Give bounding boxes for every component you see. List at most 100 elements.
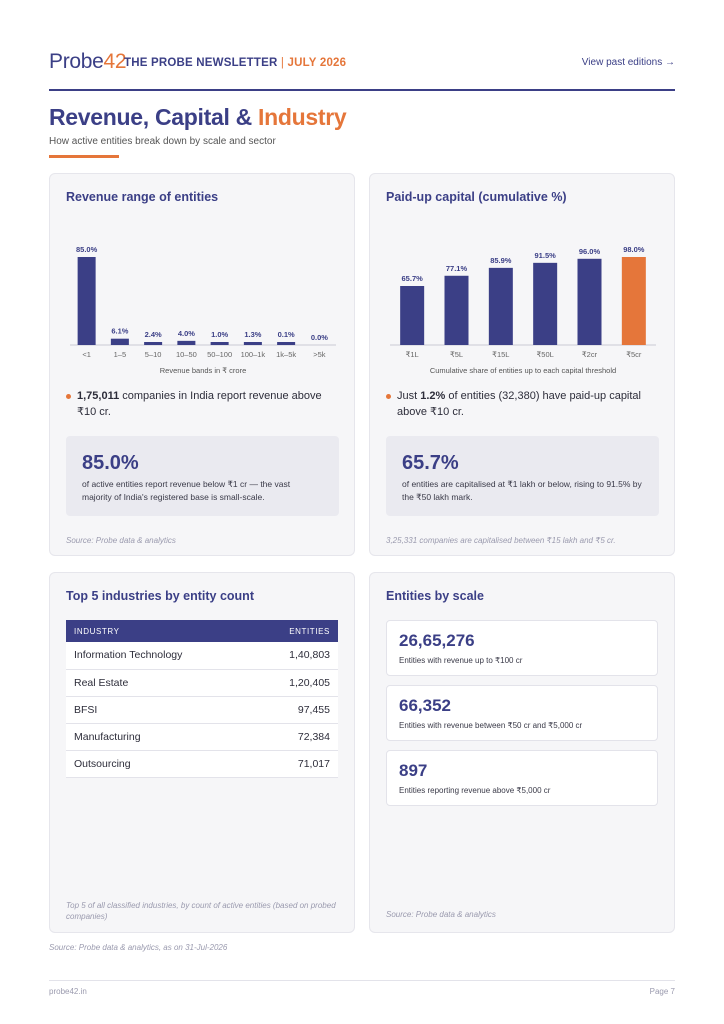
data-label: 85.9% — [490, 256, 512, 265]
bar — [77, 257, 96, 345]
data-label: 2.4% — [145, 330, 162, 339]
x-axis-label: Revenue bands in ₹ crore — [160, 366, 247, 374]
entity-count: 72,384 — [252, 723, 338, 751]
card-title: Revenue range of entities — [66, 190, 219, 204]
card-source: 3,25,331 companies are capitalised betwe… — [386, 536, 616, 545]
paid-up-capital-card: Paid-up capital (cumulative %) 65.7% ₹1L 7… — [369, 173, 675, 556]
entity-count: 71,017 — [252, 750, 338, 778]
card-source: Source: Probe data & analytics — [386, 910, 496, 919]
data-label: 96.0% — [579, 247, 601, 256]
data-label: 85.0% — [76, 245, 98, 254]
bar — [621, 257, 646, 345]
column-header-industry[interactable]: INDUSTRY — [66, 620, 253, 642]
tick-label: ₹1L — [406, 350, 419, 359]
stat-description: of entities are capitalised at ₹1 lakh o… — [402, 479, 642, 502]
scale-label: Entities with revenue between ₹50 cr and… — [399, 721, 583, 730]
footer-source: Source: Probe data & analytics, as on 31… — [49, 943, 228, 952]
scale-value: 26,65,276 — [399, 631, 475, 650]
scale-stat-box: 66,352 Entities with revenue between ₹50… — [386, 685, 658, 741]
paid-up-capital-chart: 65.7% ₹1L 77.1% ₹5L 85.9% ₹15L 91.5% ₹50L 96.0% ₹… — [390, 245, 656, 375]
bullet-dot-icon — [66, 394, 71, 399]
entity-count: 1,40,803 — [252, 642, 338, 670]
footer-divider — [49, 980, 675, 981]
view-past-editions-link[interactable]: View past editions → — [581, 57, 675, 68]
newsletter-header: Probe42 THE PROBE NEWSLETTER | JULY 2026… — [49, 50, 675, 90]
scale-stat-box: 26,65,276 Entities with revenue up to ₹1… — [386, 620, 658, 676]
top-industries-card: Top 5 industries by entity count INDUSTR… — [49, 572, 355, 933]
bar — [210, 342, 229, 345]
data-label: 4.0% — [178, 329, 195, 338]
revenue-bullet: 1,75,011 companies in India report reven… — [66, 388, 342, 420]
capital-bullet: Just 1.2% of entities (32,380) have paid… — [386, 388, 656, 420]
tick-label: ₹5cr — [626, 350, 642, 359]
tick-label: ₹5L — [450, 350, 463, 359]
tick-label: 50–100 — [207, 350, 232, 359]
tick-label: 100–1k — [241, 350, 266, 359]
stat-value: 65.7% — [402, 452, 459, 474]
bar — [533, 262, 558, 345]
table-row: BFSI 97,455 — [66, 696, 338, 724]
bar — [400, 286, 425, 345]
scale-stat-box: 897 Entities reporting revenue above ₹5,… — [386, 750, 658, 806]
bar — [243, 342, 262, 345]
data-label: 77.1% — [446, 264, 468, 273]
data-label: 1.0% — [211, 330, 228, 339]
bar — [177, 340, 196, 345]
entity-count: 97,455 — [252, 696, 338, 724]
entity-count: 1,20,405 — [252, 669, 338, 697]
scale-value: 66,352 — [399, 696, 451, 715]
stat-description: of active entities report revenue below … — [82, 479, 291, 502]
table-header-row: INDUSTRY ENTITIES — [66, 620, 338, 642]
bar — [444, 275, 469, 345]
industry-name: Manufacturing — [66, 723, 253, 751]
stat-value: 85.0% — [82, 452, 139, 474]
data-label: 0.1% — [278, 330, 295, 339]
column-header-entities[interactable]: ENTITIES — [252, 620, 338, 642]
scale-label: Entities reporting revenue above ₹5,000 … — [399, 786, 551, 795]
bar — [110, 338, 129, 345]
tick-label: >5k — [313, 350, 326, 359]
probe42-logo[interactable]: Probe42 — [49, 50, 127, 73]
revenue-range-chart: 85.0% <1 6.1% 1–5 2.4% 5–10 4.0% 10–50 1.0% 50–10… — [70, 245, 336, 374]
card-source: Top 5 of all classified industries, by c… — [66, 901, 336, 921]
data-label: 65.7% — [402, 274, 424, 283]
industry-name: Outsourcing — [66, 750, 253, 778]
revenue-stat-box: 85.0% of active entities report revenue … — [66, 436, 339, 516]
page-subtitle: How active entities break down by scale … — [49, 136, 276, 147]
footer-site[interactable]: probe42.in — [49, 987, 87, 996]
bar — [144, 342, 163, 345]
data-label: 0.0% — [311, 333, 328, 342]
data-label: 6.1% — [111, 327, 128, 336]
bar — [488, 267, 513, 345]
card-title: Top 5 industries by entity count — [66, 589, 254, 603]
x-axis-label: Cumulative share of entities up to each … — [430, 366, 616, 375]
tick-label: ₹15L — [492, 350, 509, 359]
tick-label: 1k–5k — [276, 350, 296, 359]
page-title: Revenue, Capital & Industry — [49, 104, 347, 130]
title-accent-rule — [49, 155, 119, 158]
tick-label: <1 — [82, 350, 91, 359]
newsletter-month: JULY 2026 — [287, 57, 347, 69]
bar — [577, 258, 602, 345]
newsletter-name: THE PROBE NEWSLETTER — [124, 57, 278, 69]
newsletter-title: THE PROBE NEWSLETTER | JULY 2026 — [124, 57, 346, 69]
bullet-dot-icon — [386, 394, 391, 399]
tick-label: ₹50L — [537, 350, 554, 359]
table-row: Outsourcing 71,017 — [66, 750, 338, 778]
card-source: Source: Probe data & analytics — [66, 536, 176, 545]
table-row: Information Technology 1,40,803 — [66, 642, 338, 670]
card-title: Entities by scale — [386, 589, 484, 603]
capital-stat-box: 65.7% of entities are capitalised at ₹1 … — [386, 436, 659, 516]
industries-table: INDUSTRY ENTITIES Information Technology… — [66, 620, 338, 778]
revenue-range-card: Revenue range of entities 85.0% <1 6.1% 1–5… — [49, 173, 355, 556]
header-divider — [49, 89, 675, 91]
bar — [277, 342, 296, 345]
scale-label: Entities with revenue up to ₹100 cr — [399, 656, 523, 665]
data-label: 1.3% — [244, 330, 261, 339]
table-row: Real Estate 1,20,405 — [66, 669, 338, 697]
page-number: Page 7 — [649, 987, 675, 996]
industry-name: Information Technology — [66, 642, 253, 670]
tick-label: 1–5 — [114, 350, 127, 359]
tick-label: 5–10 — [145, 350, 162, 359]
card-title: Paid-up capital (cumulative %) — [386, 190, 567, 204]
